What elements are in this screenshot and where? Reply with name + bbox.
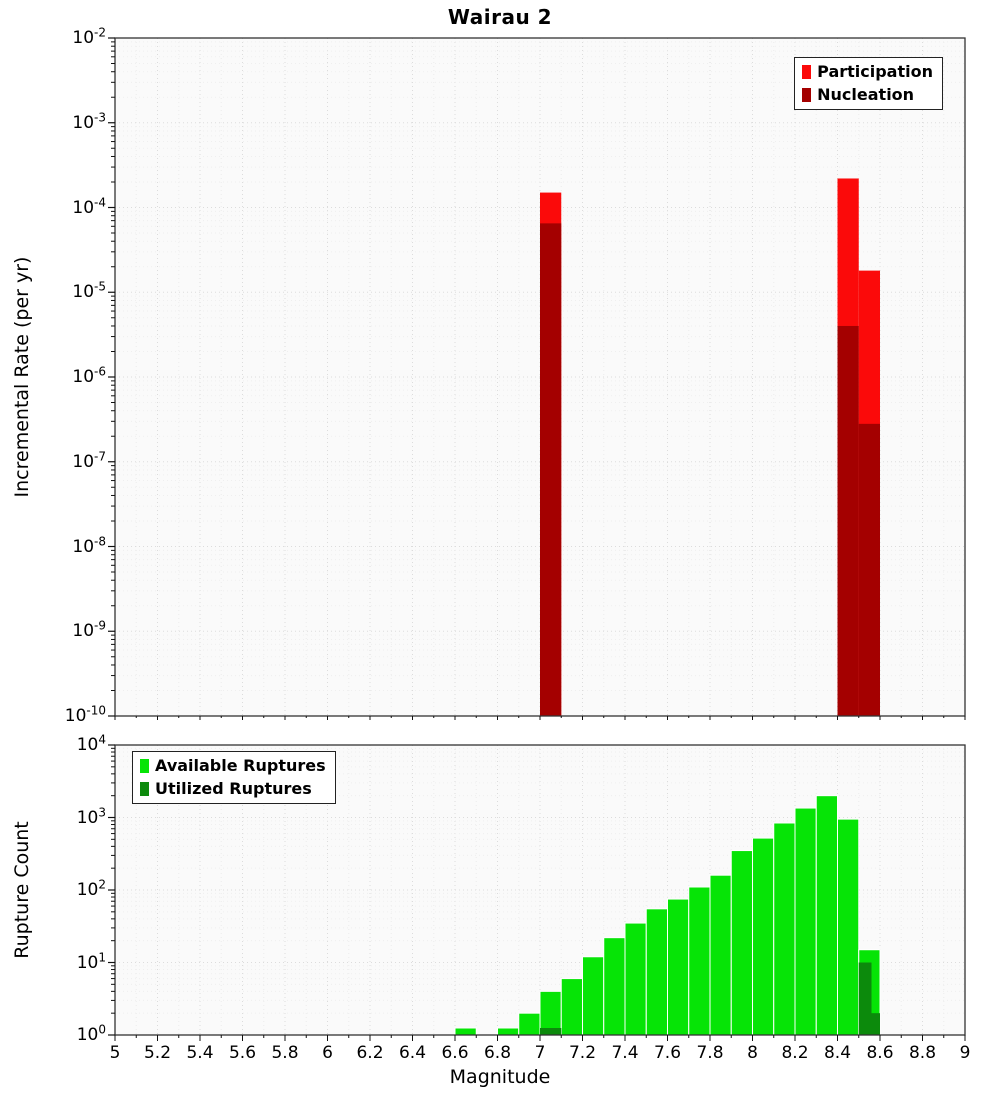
- y-tick-label: 100: [76, 1022, 106, 1045]
- y-tick-label: 10-8: [72, 533, 106, 557]
- x-tick-label: 6.6: [441, 1043, 469, 1063]
- bar-available-ruptures: [773, 822, 796, 1036]
- bar-utilized-ruptures: [540, 1028, 562, 1035]
- x-tick-label: 8.4: [823, 1043, 852, 1063]
- y-tick-label: 10-2: [72, 25, 106, 48]
- x-tick-label: 5.4: [186, 1043, 214, 1063]
- y-tick-label: 101: [76, 949, 106, 973]
- legend-item-available-ruptures: Available Ruptures: [140, 756, 326, 775]
- x-tick-label: 7.4: [611, 1043, 639, 1063]
- bar-available-ruptures: [582, 956, 605, 1036]
- y-tick-label: 10-3: [72, 110, 106, 133]
- x-tick-label: 6: [322, 1043, 333, 1063]
- bar-available-ruptures: [688, 886, 711, 1036]
- x-axis-label-magnitude: Magnitude: [449, 1066, 551, 1088]
- x-tick-label: 6.2: [356, 1043, 384, 1063]
- bar-available-ruptures: [645, 908, 668, 1036]
- bar-available-ruptures: [518, 1012, 541, 1036]
- x-tick-label: 7.8: [696, 1043, 724, 1063]
- legend-item-participation: Participation: [802, 62, 933, 81]
- x-tick-label: 7.2: [568, 1043, 597, 1063]
- x-tick-label: 6.8: [483, 1043, 512, 1063]
- legend-swatch-icon: [140, 781, 149, 796]
- bar-nucleation: [540, 223, 562, 716]
- x-tick-label: 8.6: [866, 1043, 894, 1063]
- legend-rate-plot: Participation Nucleation: [794, 57, 943, 110]
- x-tick-label: 5.2: [143, 1043, 172, 1063]
- legend-item-utilized-ruptures: Utilized Ruptures: [140, 779, 326, 798]
- x-tick-label: 8: [747, 1043, 758, 1063]
- bar-available-ruptures: [667, 898, 690, 1036]
- x-tick-label: 8.8: [908, 1043, 937, 1063]
- bar-available-ruptures: [709, 874, 732, 1036]
- y-tick-label: 10-5: [72, 279, 106, 303]
- bar-available-ruptures: [624, 922, 647, 1036]
- bar-available-ruptures: [560, 978, 583, 1036]
- y-tick-label: 10-6: [72, 364, 106, 387]
- y-tick-label: 102: [76, 877, 106, 900]
- y-tick-label: 104: [76, 732, 106, 755]
- bar-available-ruptures: [730, 850, 753, 1036]
- x-tick-label: 5.8: [271, 1043, 299, 1063]
- legend-label: Available Ruptures: [155, 756, 326, 775]
- x-tick-label: 9: [959, 1043, 971, 1063]
- y-tick-label: 10-7: [72, 449, 106, 472]
- x-tick-label: 7: [534, 1043, 546, 1063]
- bar-available-ruptures: [815, 795, 838, 1036]
- x-tick-label: 5.6: [228, 1043, 257, 1063]
- bar-available-ruptures: [837, 818, 860, 1036]
- x-tick-label: 6.4: [398, 1043, 427, 1063]
- legend-label: Participation: [817, 62, 933, 81]
- x-tick-label: 8.2: [781, 1043, 809, 1063]
- bar-available-ruptures: [794, 807, 817, 1036]
- bar-nucleation: [837, 325, 859, 716]
- bar-utilized-ruptures: [871, 1013, 880, 1035]
- chart-title: Wairau 2: [447, 5, 553, 29]
- bar-available-ruptures: [752, 837, 775, 1036]
- bar-utilized-ruptures: [858, 962, 872, 1035]
- legend-label: Nucleation: [817, 85, 915, 104]
- y-tick-label: 10-9: [72, 618, 106, 642]
- y-tick-label: 10-10: [64, 703, 106, 726]
- x-tick-label: 5: [109, 1043, 121, 1063]
- y-tick-label: 10-4: [72, 194, 106, 218]
- legend-swatch-icon: [140, 758, 149, 773]
- bar-available-ruptures: [497, 1027, 520, 1036]
- y-tick-label: 103: [76, 804, 106, 828]
- bar-available-ruptures: [603, 937, 626, 1036]
- x-tick-label: 7.6: [653, 1043, 682, 1063]
- legend-item-nucleation: Nucleation: [802, 85, 933, 104]
- legend-swatch-icon: [802, 64, 812, 79]
- bar-nucleation: [858, 423, 880, 716]
- legend-swatch-icon: [802, 87, 812, 102]
- legend-label: Utilized Ruptures: [155, 779, 312, 798]
- bar-available-ruptures: [454, 1027, 477, 1036]
- legend-count-plot: Available Ruptures Utilized Ruptures: [132, 751, 336, 804]
